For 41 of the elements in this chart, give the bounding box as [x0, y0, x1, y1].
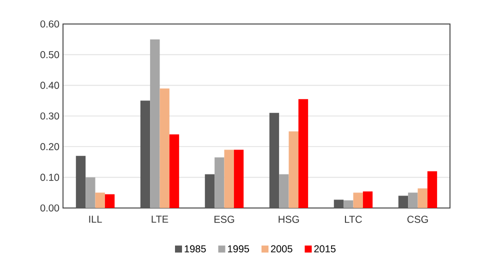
bar	[86, 177, 96, 208]
bar	[214, 157, 224, 208]
bar	[204, 174, 215, 208]
bar	[344, 200, 354, 208]
bar	[398, 196, 408, 208]
bar	[140, 100, 150, 208]
bar	[269, 112, 280, 208]
legend-label: 1985	[184, 245, 206, 252]
x-tick-label: HSG	[278, 216, 299, 223]
bar	[279, 174, 289, 208]
bar	[298, 99, 308, 208]
y-tick-label: 0.10	[40, 174, 60, 181]
x-tick-label: ESG	[214, 216, 234, 223]
y-tick-label: 0.60	[40, 20, 60, 28]
bar	[234, 150, 244, 208]
x-tick-label: ILL	[89, 216, 102, 223]
y-tick-label: 0.50	[40, 51, 60, 58]
bar	[334, 200, 344, 208]
bar	[408, 192, 418, 208]
bar	[150, 39, 160, 208]
bar	[362, 191, 373, 208]
bar	[288, 131, 298, 208]
bar	[95, 192, 105, 208]
bar	[224, 150, 234, 208]
x-tick-label: CSG	[407, 216, 428, 223]
bar	[418, 188, 428, 208]
legend-label: 2015	[314, 245, 336, 252]
bar	[427, 171, 438, 208]
bar	[104, 194, 115, 208]
bar	[169, 134, 180, 208]
legend-label: 2005	[270, 245, 292, 252]
y-tick-label: 0.40	[40, 82, 60, 89]
x-tick-label: LTC	[344, 216, 362, 223]
bar	[160, 88, 170, 208]
bar	[353, 192, 363, 208]
bar	[76, 156, 86, 208]
legend-label: 1995	[228, 245, 250, 252]
y-tick-label: 0.00	[40, 204, 60, 212]
y-tick-label: 0.20	[40, 143, 60, 150]
y-tick-label: 0.30	[40, 112, 60, 120]
x-tick-label: LTE	[152, 216, 168, 223]
